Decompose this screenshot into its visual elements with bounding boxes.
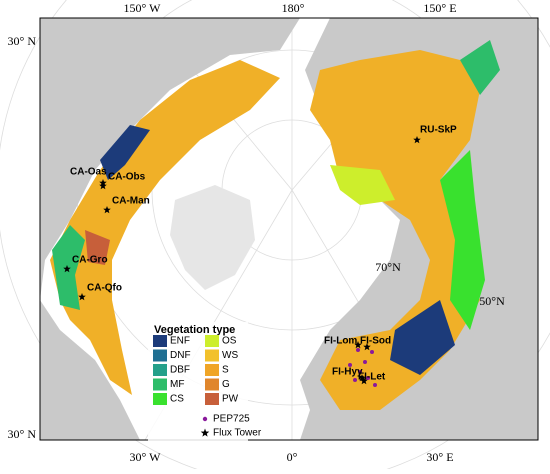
flux-tower xyxy=(354,341,362,349)
legend-marker xyxy=(202,416,208,422)
pep-site xyxy=(366,376,370,380)
flux-tower xyxy=(99,182,107,190)
legend-label: G xyxy=(222,379,230,390)
legend-label: CS xyxy=(170,394,184,405)
graticule-label: 70°N xyxy=(375,260,401,274)
frame xyxy=(39,17,539,441)
graticule-label: 0° xyxy=(287,450,298,464)
pep-site xyxy=(373,383,377,387)
legend-label: S xyxy=(222,365,229,376)
site-label: CA-Man xyxy=(112,196,150,207)
flux-tower xyxy=(78,293,86,301)
legend-swatch xyxy=(153,393,167,405)
flux-tower xyxy=(63,265,71,273)
site-label: FI-Let xyxy=(358,372,386,383)
flux-tower xyxy=(413,136,421,144)
vegetation xyxy=(50,40,500,410)
graticule-label: 150° E xyxy=(423,1,456,15)
flux-tower xyxy=(103,206,111,214)
pep-site xyxy=(363,360,367,364)
legend-label: DBF xyxy=(170,365,190,376)
site-label: FI-Lom xyxy=(324,336,357,347)
site-label: CA-Oas xyxy=(70,167,107,178)
graticule-label: 50°N xyxy=(479,294,505,308)
graticule-label: 30° N xyxy=(8,34,37,48)
legend-label: OS xyxy=(222,336,237,347)
flux-tower xyxy=(358,374,366,382)
site-label: CA-Obs xyxy=(108,172,146,183)
legend-swatch xyxy=(153,378,167,391)
legend-label: PEP725 xyxy=(213,414,250,425)
legend-label: Flux Tower xyxy=(213,428,262,439)
legend-title: Vegetation type xyxy=(154,324,235,336)
site-label: CA-Qfo xyxy=(87,283,122,294)
pep-site xyxy=(348,363,352,367)
legend-label: MF xyxy=(170,379,184,390)
legend-swatch xyxy=(205,378,219,391)
site-label: FI-Sod xyxy=(360,336,391,347)
graticule-label: 180° xyxy=(282,1,305,15)
legend-swatch xyxy=(205,364,219,376)
legend-swatch xyxy=(205,393,219,405)
graticule-label: 30° W xyxy=(130,450,162,464)
pep-site xyxy=(358,370,362,374)
legend-label: PW xyxy=(222,394,239,405)
legend-marker xyxy=(200,428,210,437)
legend-swatch xyxy=(153,349,167,362)
legend-label: WS xyxy=(222,350,238,361)
site-label: RU-SkP xyxy=(420,125,457,136)
legend-swatch xyxy=(153,335,167,347)
legend-swatch xyxy=(205,349,219,362)
graticule-label: 30° N xyxy=(8,427,37,441)
legend-label: DNF xyxy=(170,350,191,361)
site-label: FI-Hyy xyxy=(332,367,363,378)
legend-swatch xyxy=(153,364,167,376)
pep-site xyxy=(356,348,360,352)
pep-site xyxy=(370,350,374,354)
graticule-label: 30° E xyxy=(426,450,453,464)
graticule-label: 150° W xyxy=(124,1,162,15)
flux-tower xyxy=(363,343,371,351)
site-label: CA-Gro xyxy=(72,255,108,266)
flux-tower xyxy=(360,377,368,385)
pep-site xyxy=(353,378,357,382)
legend-label: ENF xyxy=(170,336,190,347)
legend-swatch xyxy=(205,335,219,347)
